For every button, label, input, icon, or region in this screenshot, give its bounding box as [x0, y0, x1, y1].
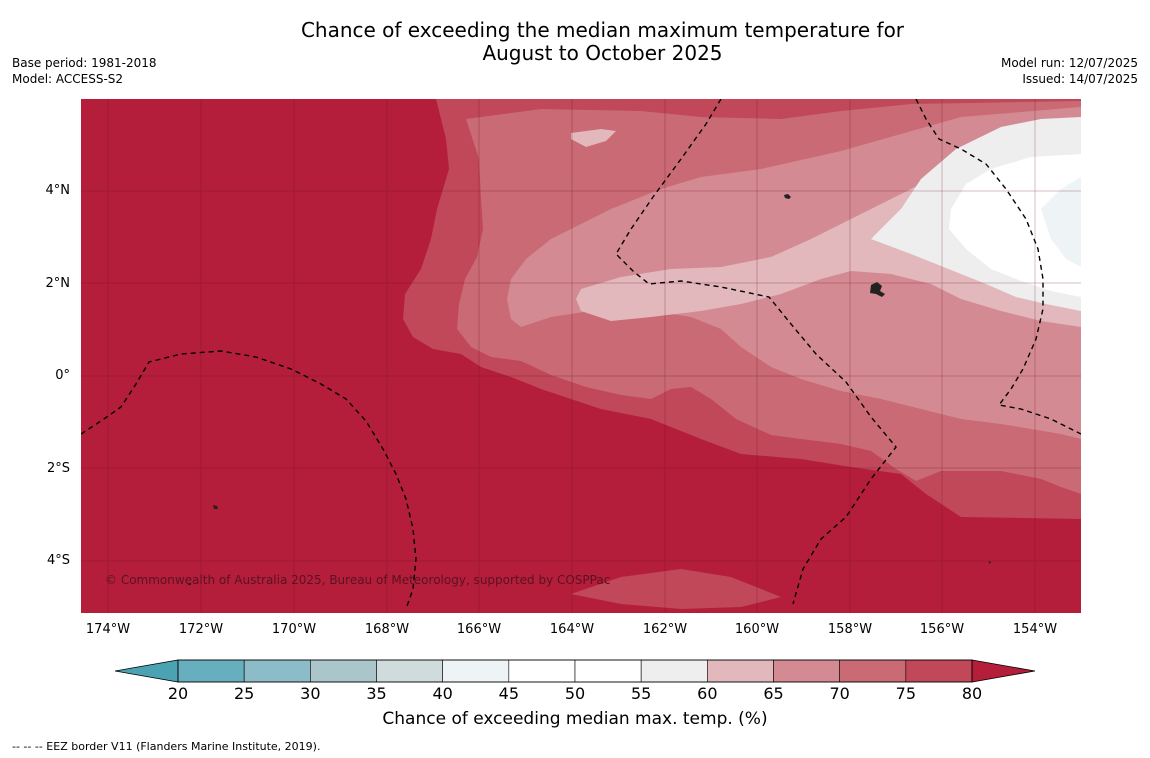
colorbar-tick-label: 20: [167, 684, 189, 703]
colorbar-tick-label: 70: [829, 684, 850, 703]
lon-label-162w: 162°W: [642, 622, 688, 637]
colorbar-frame: [177, 659, 973, 683]
colorbar-cell: [442, 659, 510, 683]
colorbar-tick-label: 25: [233, 684, 255, 703]
colorbar-tick-label: 80: [961, 684, 983, 703]
colorbar-cell: [707, 659, 774, 683]
contour-75-80-south: [571, 569, 781, 609]
colorbar-tick-label: 75: [895, 684, 917, 703]
colorbar-cell: [839, 659, 907, 683]
colorbar: [115, 659, 1035, 683]
lon-label-166w: 166°W: [456, 622, 502, 637]
lat-label-4n: 4°N: [45, 183, 71, 198]
colorbar-label: Chance of exceeding median max. temp. (%…: [382, 709, 768, 729]
meta-left: Base period: 1981-2018 Model: ACCESS-S2: [12, 55, 157, 87]
contour-50-55: [949, 154, 1081, 297]
eez-legend-note: -- -- -- EEZ border V11 (Flanders Marine…: [12, 740, 321, 753]
colorbar-under-arrow: [115, 659, 179, 683]
colorbar-tick-label: 45: [498, 684, 520, 703]
title-line-1: Chance of exceeding the median maximum t…: [300, 18, 905, 42]
colorbar-tick-label: 40: [432, 684, 453, 703]
lon-label-160w: 160°W: [734, 622, 780, 637]
island: [870, 282, 885, 297]
colorbar-cell: [177, 659, 245, 683]
contour-60-65-north: [571, 129, 616, 147]
map-title: Chance of exceeding the median maximum t…: [200, 19, 1005, 65]
lon-label-156w: 156°W: [919, 622, 965, 637]
colorbar-cells: [177, 659, 973, 683]
lon-label-168w: 168°W: [364, 622, 410, 637]
map-area: © Commonwealth of Australia 2025, Bureau…: [81, 99, 1081, 613]
colorbar-cell: [508, 659, 576, 683]
lon-label-172w: 172°W: [178, 622, 224, 637]
island: [784, 194, 791, 199]
colorbar-tick-label: 35: [366, 684, 387, 703]
title-line-2: August to October 2025: [482, 41, 723, 65]
lat-label-0: 0°: [55, 368, 70, 383]
colorbar-cell: [376, 659, 443, 683]
graticule: [81, 99, 1081, 613]
lon-label-154w: 154°W: [1012, 622, 1058, 637]
colorbar-cell: [243, 659, 311, 683]
lon-label-174w: 174°W: [85, 622, 131, 637]
colorbar-tick-label: 50: [564, 684, 586, 703]
colorbar-tick-label: 30: [300, 684, 321, 703]
model-run: Model run: 12/07/2025: [1000, 56, 1138, 70]
base-period: Base period: 1981-2018: [12, 56, 157, 70]
colorbar-tick-label: 65: [763, 684, 784, 703]
colorbar-cell: [773, 659, 840, 683]
colorbar-cell: [905, 659, 973, 683]
island: [213, 505, 218, 509]
colorbar-cell: [640, 659, 708, 683]
island: [988, 561, 991, 564]
colorbar-over-arrow: [971, 659, 1035, 683]
colorbar-cell: [574, 659, 642, 683]
model-name: Model: ACCESS-S2: [12, 72, 124, 86]
issued-date: Issued: 14/07/2025: [1022, 72, 1138, 86]
map-canvas: [81, 99, 1081, 613]
island: [188, 583, 191, 585]
eez-borders: [81, 99, 1081, 610]
meta-right: Model run: 12/07/2025 Issued: 14/07/2025: [1001, 55, 1138, 87]
lon-label-158w: 158°W: [827, 622, 873, 637]
colorbar-tick-label: 60: [697, 684, 718, 703]
contour-45-50: [1041, 177, 1081, 267]
lat-label-2s: 2°S: [46, 461, 70, 476]
colorbar-cell: [310, 659, 377, 683]
lon-label-164w: 164°W: [549, 622, 595, 637]
lat-label-4s: 4°S: [46, 553, 70, 568]
colorbar-tick-label: 55: [630, 684, 652, 703]
lon-label-170w: 170°W: [271, 622, 317, 637]
copyright-notice: © Commonwealth of Australia 2025, Bureau…: [105, 573, 611, 587]
lat-label-2n: 2°N: [45, 276, 71, 291]
